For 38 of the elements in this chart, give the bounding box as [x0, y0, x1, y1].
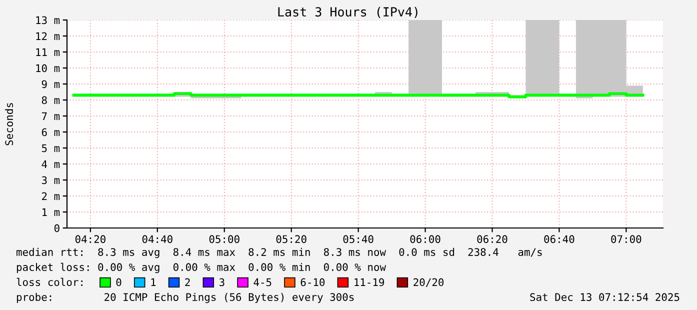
y-tick-label: 9 m [42, 80, 60, 88]
x-tick-label: 07:00 [611, 235, 642, 244]
y-tick-label: 0 [54, 224, 60, 232]
y-tick-label: 6 m [42, 128, 60, 136]
y-tick-label: 1 m [42, 208, 60, 216]
legend-label: 6-10 [300, 278, 325, 286]
x-tick-label: 05:40 [343, 235, 374, 244]
y-tick-label: 5 m [42, 144, 60, 152]
legend-label: 0 [116, 278, 122, 286]
x-tick-label: 06:20 [477, 235, 508, 244]
text: packet loss: 0.00 % avg 0.00 % max 0.00 % min 0.00 % now [16, 262, 386, 274]
x-tick-label: 06:40 [544, 235, 574, 244]
y-tick-label: 10 m [36, 64, 60, 72]
y-tick-label: 11 m [36, 48, 60, 56]
legend-label: 3 [220, 278, 224, 286]
x-tick-label: 04:20 [75, 235, 106, 244]
y-tick-label: 13 m [36, 16, 60, 24]
text: Sat Dec 13 07:12:54 2025 [530, 293, 680, 302]
text: probe: 20 ICMP Echo Pings (56 Bytes) every 300s [16, 292, 354, 304]
legend-label: 11-19 [354, 278, 384, 286]
y-tick-label: 4 m [42, 160, 60, 168]
legend-label: 4-5 [254, 278, 272, 286]
legend-title: loss color: [16, 278, 82, 286]
x-tick-label: 05:20 [276, 235, 306, 244]
y-tick-label: 2 m [42, 192, 60, 200]
legend-label: 20/20 [414, 278, 444, 287]
x-tick-label: 05:00 [209, 235, 240, 244]
chart-title: Last 3 Hours (IPv4) [278, 6, 418, 18]
y-tick-label: 7 m [42, 112, 60, 120]
x-tick-label: 06:00 [410, 235, 440, 244]
x-tick-label: 04:40 [142, 235, 172, 244]
legend-label: 2 [185, 278, 190, 286]
y-tick-label: 8 m [42, 96, 60, 104]
legend-label: 1 [151, 278, 156, 286]
y-tick-label: 3 m [42, 176, 60, 184]
y-axis-title: Seconds [4, 103, 14, 146]
text: median rtt: 8.3 ms avg 8.4 ms max 8.2 ms min 8.3 ms now 0.0 ms sd 238.4 am/s [16, 248, 542, 258]
y-tick-label: 12 m [36, 32, 60, 40]
